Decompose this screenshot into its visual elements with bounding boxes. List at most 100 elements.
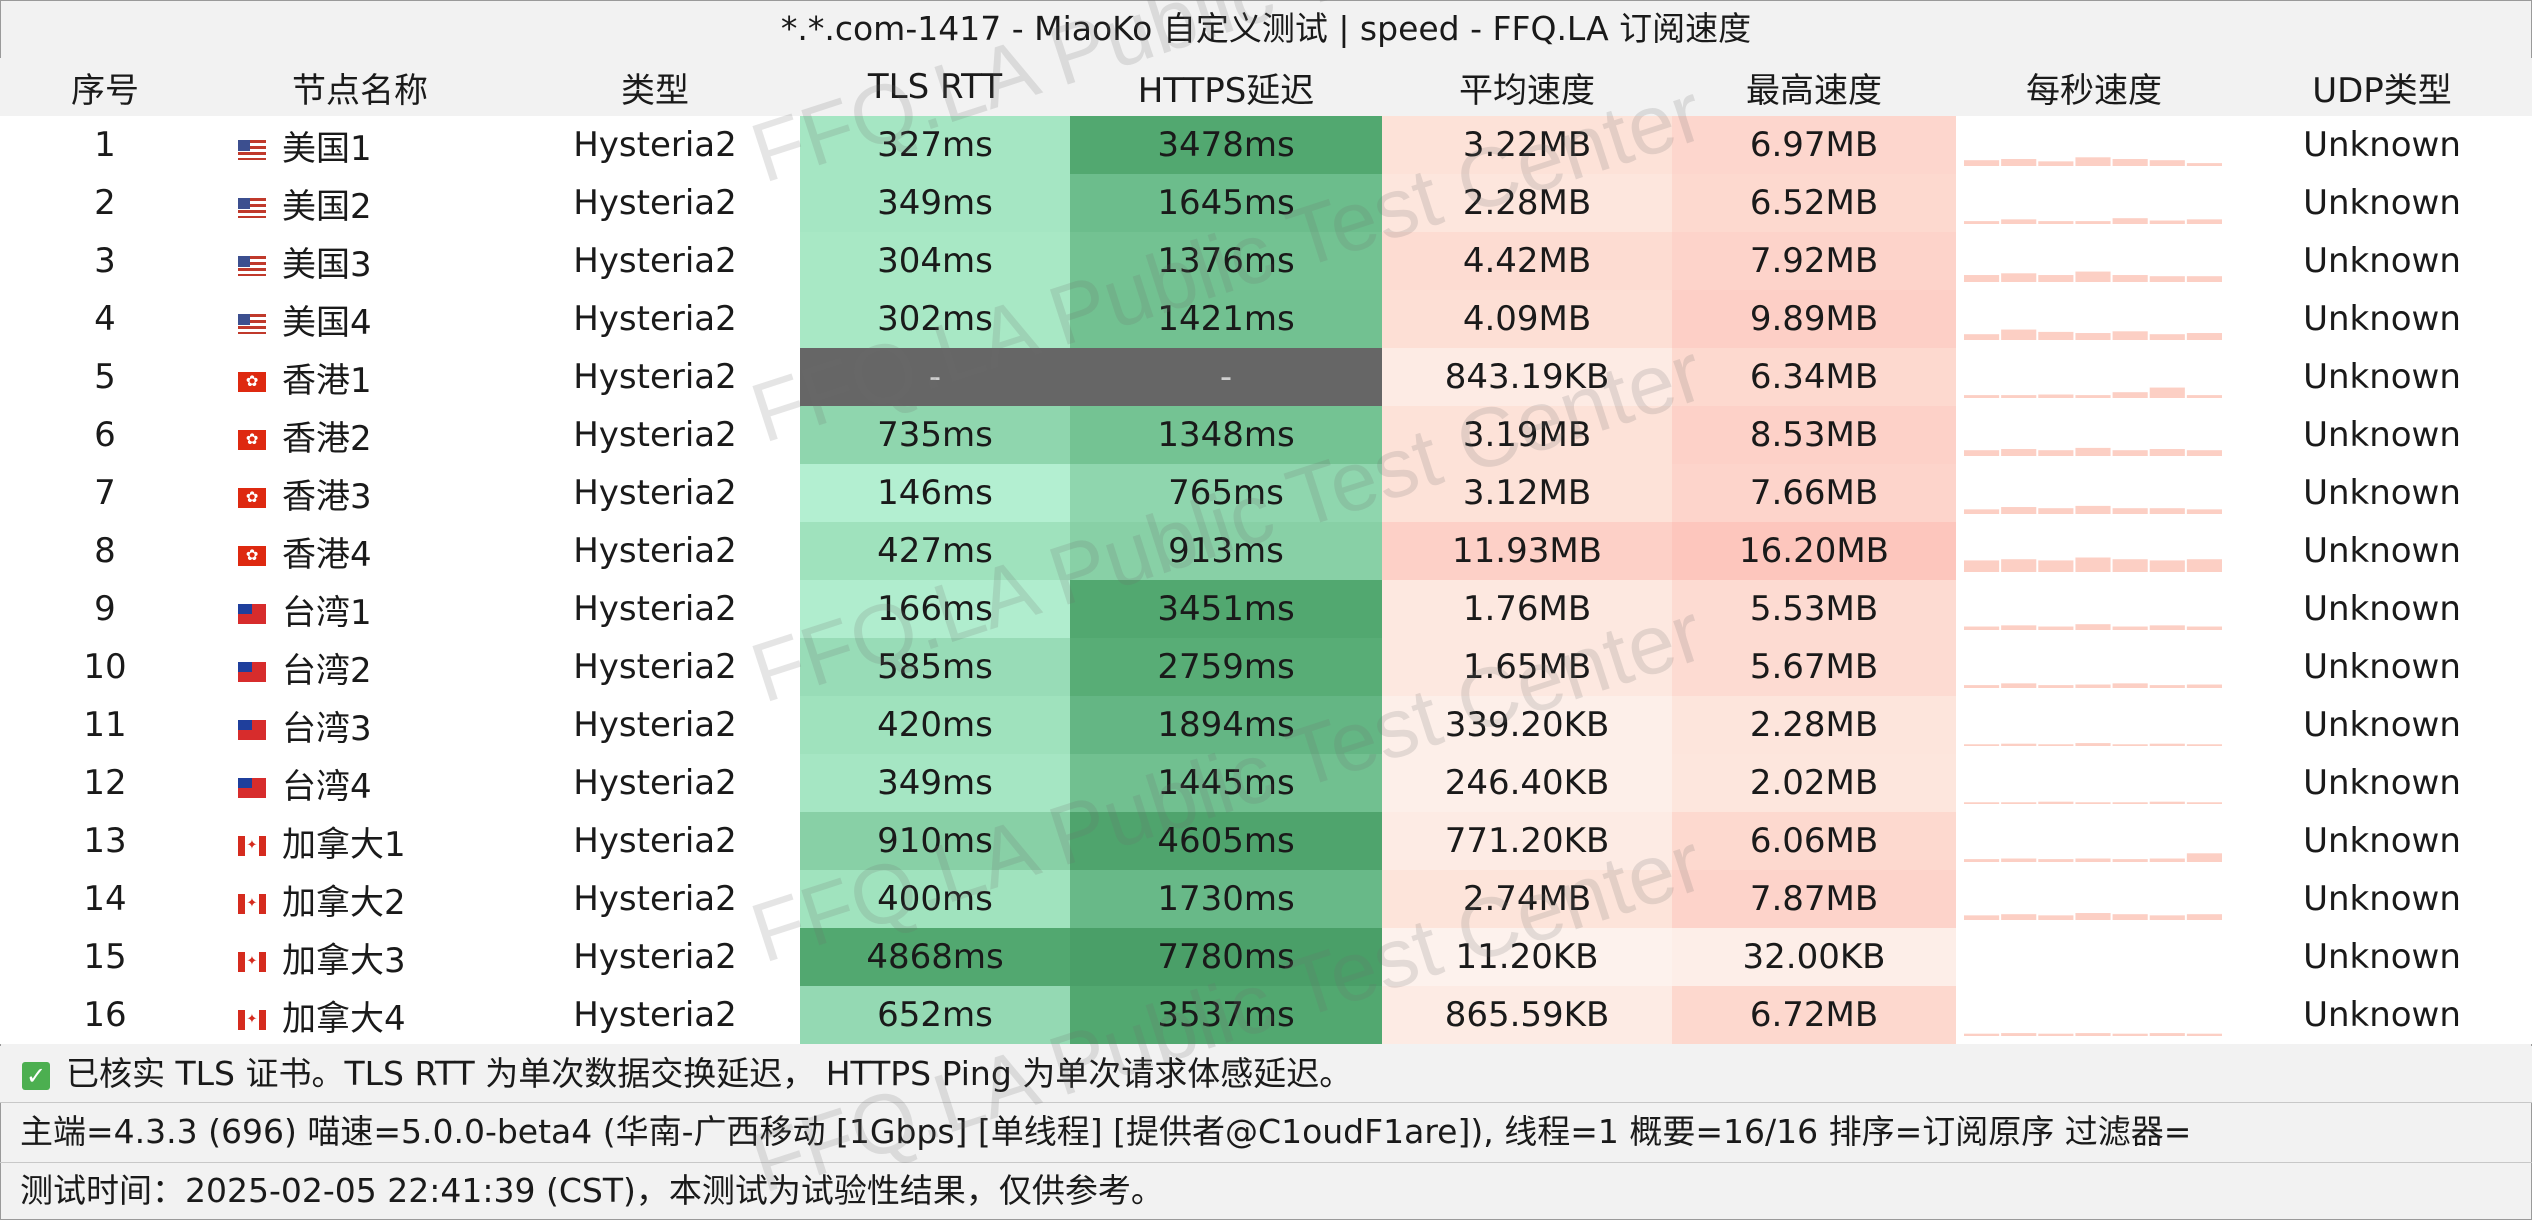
table-row[interactable]: 12 台湾4 Hysteria2 349ms 1445ms 246.40KB 2.02MB U… (0, 754, 2532, 812)
cell-per-second-speed (1956, 290, 2232, 348)
sparkline-bar (2186, 684, 2222, 688)
flag-us-icon (238, 256, 266, 276)
header-type[interactable]: 类型 (510, 58, 800, 116)
header-tls-rtt[interactable]: TLS RTT (800, 58, 1070, 116)
node-name-label: 加拿大3 (282, 940, 406, 981)
sparkline-bar (2112, 331, 2148, 340)
table-row[interactable]: 4 美国4 Hysteria2 302ms 1421ms 4.09MB 9.89MB Unkn… (0, 290, 2532, 348)
cell-node-name: 台湾4 (210, 754, 510, 812)
node-name-label: 加拿大2 (282, 882, 406, 923)
sparkline-bar (2149, 560, 2185, 572)
sparkline-bar (2075, 333, 2111, 340)
header-udp-type[interactable]: UDP类型 (2232, 58, 2532, 116)
flag-us-icon (238, 314, 266, 334)
table-row[interactable]: 1 美国1 Hysteria2 327ms 3478ms 3.22MB 6.97MB Unkn… (0, 116, 2532, 174)
sparkline-bar (2112, 802, 2148, 804)
cell-type: Hysteria2 (510, 812, 800, 870)
sparkline-bar (2112, 683, 2148, 688)
cell-https-latency: 1645ms (1070, 174, 1382, 232)
cell-node-name: 香港3 (210, 464, 510, 522)
cell-udp-type: Unknown (2232, 812, 2532, 870)
cell-https-latency: - (1070, 348, 1382, 406)
cell-tls-rtt: 427ms (800, 522, 1070, 580)
sparkline-bar (2075, 624, 2111, 630)
speed-sparkline (1964, 853, 2222, 862)
table-row[interactable]: 9 台湾1 Hysteria2 166ms 3451ms 1.76MB 5.53MB Unkn… (0, 580, 2532, 638)
sparkline-bar (2112, 275, 2148, 282)
sparkline-bar (1964, 160, 2000, 166)
cell-type: Hysteria2 (510, 290, 800, 348)
cell-https-latency: 4605ms (1070, 812, 1382, 870)
sparkline-bar (2112, 859, 2148, 862)
cell-tls-rtt: 349ms (800, 174, 1070, 232)
sparkline-bar (2186, 219, 2222, 224)
cell-udp-type: Unknown (2232, 522, 2532, 580)
table-row[interactable]: 16 加拿大4 Hysteria2652ms3537ms865.59KB6.72MB… (0, 986, 2532, 1044)
sparkline-bar (1964, 221, 2000, 224)
table-row[interactable]: 3 美国3 Hysteria2 304ms 1376ms 4.42MB 7.92MB Unkn… (0, 232, 2532, 290)
cell-max-speed: 6.72MB (1672, 986, 1956, 1044)
flag-ca-icon (238, 952, 266, 972)
sparkline-bar (2038, 331, 2074, 340)
cell-type: Hysteria2 (510, 348, 800, 406)
cell-node-name: 香港2 (210, 406, 510, 464)
speed-sparkline (1964, 447, 2222, 456)
cell-tls-rtt: 327ms (800, 116, 1070, 174)
sparkline-bar (1964, 685, 2000, 688)
header-per-second-speed[interactable]: 每秒速度 (1956, 58, 2232, 116)
header-avg-speed[interactable]: 平均速度 (1382, 58, 1672, 116)
cell-avg-speed: 3.12MB (1382, 464, 1672, 522)
sparkline-bar (2001, 219, 2037, 224)
cell-index: 7 (0, 464, 210, 522)
table-row[interactable]: 13 加拿大1 Hysteria2910ms4605ms771.20KB6.06MB… (0, 812, 2532, 870)
cell-max-speed: 9.89MB (1672, 290, 1956, 348)
cell-type: Hysteria2 (510, 986, 800, 1044)
cell-per-second-speed (1956, 348, 2232, 406)
flag-ca-icon (238, 1010, 266, 1030)
speed-sparkline (1964, 801, 2222, 804)
cell-udp-type: Unknown (2232, 174, 2532, 232)
cell-type: Hysteria2 (510, 870, 800, 928)
cell-avg-speed: 4.09MB (1382, 290, 1672, 348)
sparkline-bar (2186, 853, 2222, 862)
node-name-label: 加拿大4 (282, 998, 406, 1039)
cell-type: Hysteria2 (510, 638, 800, 696)
legend-bar: ✓ 已核实 TLS 证书。TLS RTT 为单次数据交换延迟， HTTPS Pin… (0, 1046, 2532, 1102)
cell-index: 1 (0, 116, 210, 174)
flag-hk-icon (238, 488, 266, 508)
table-header: 序号 节点名称 类型 TLS RTT HTTPS延迟 平均速度 最高速度 每秒速… (0, 58, 2532, 116)
cell-max-speed: 2.02MB (1672, 754, 1956, 812)
table-row[interactable]: 10 台湾2 Hysteria2 585ms 2759ms 1.65MB 5.67MB Unk… (0, 638, 2532, 696)
header-index[interactable]: 序号 (0, 58, 210, 116)
header-node-name[interactable]: 节点名称 (210, 58, 510, 116)
node-name-label: 美国2 (282, 186, 372, 227)
header-max-speed[interactable]: 最高速度 (1672, 58, 1956, 116)
cell-avg-speed: 3.19MB (1382, 406, 1672, 464)
table-row[interactable]: 11 台湾3 Hysteria2 420ms 1894ms 339.20KB 2.28MB U… (0, 696, 2532, 754)
speed-sparkline (1964, 271, 2222, 282)
cell-type: Hysteria2 (510, 522, 800, 580)
cell-per-second-speed (1956, 812, 2232, 870)
node-name-label: 香港4 (282, 534, 372, 575)
sparkline-bar (2112, 744, 2148, 746)
cell-tls-rtt: - (800, 348, 1070, 406)
cell-tls-rtt: 652ms (800, 986, 1070, 1044)
sparkline-bar (2001, 395, 2037, 398)
checkmark-icon: ✓ (22, 1061, 50, 1090)
cell-node-name: 美国1 (210, 116, 510, 174)
sparkline-bar (2075, 802, 2111, 804)
cell-node-name: 台湾3 (210, 696, 510, 754)
cell-udp-type: Unknown (2232, 870, 2532, 928)
sparkline-bar (2001, 625, 2037, 630)
table-row[interactable]: 2 美国2 Hysteria2 349ms 1645ms 2.28MB 6.52MB Unkn… (0, 174, 2532, 232)
header-https-latency[interactable]: HTTPS延迟 (1070, 58, 1382, 116)
table-row[interactable]: 15 加拿大3 Hysteria24868ms7780ms11.20KB32.00K… (0, 928, 2532, 986)
cell-udp-type: Unknown (2232, 464, 2532, 522)
cell-node-name: 美国3 (210, 232, 510, 290)
cell-tls-rtt: 585ms (800, 638, 1070, 696)
